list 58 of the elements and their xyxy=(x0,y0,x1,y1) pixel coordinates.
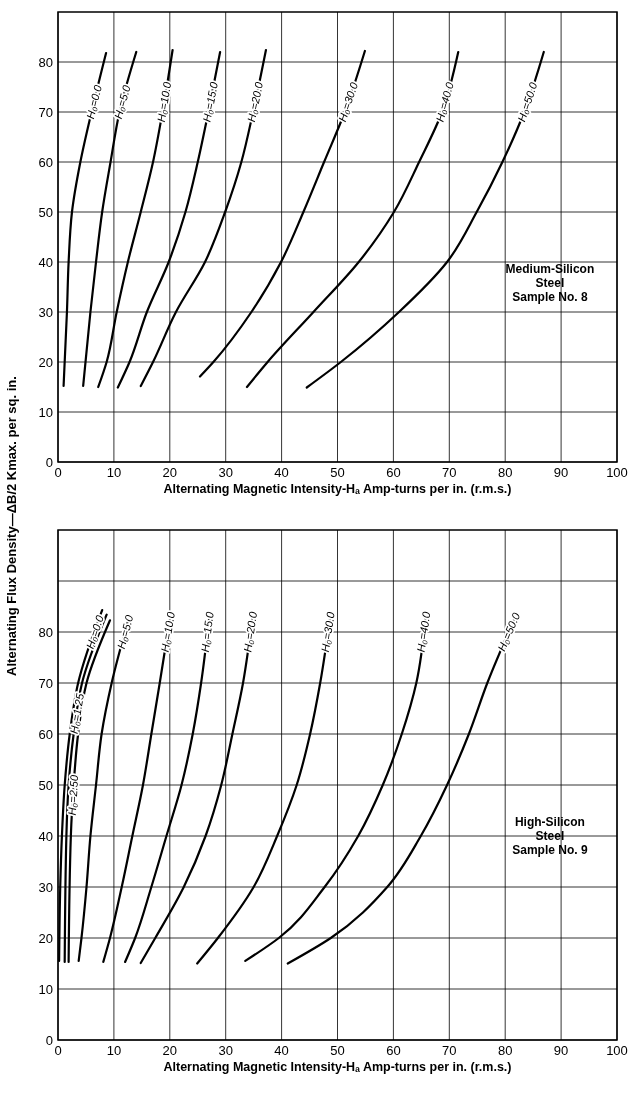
annotation: High-Silicon Steel Sample No. 9 xyxy=(512,814,588,857)
x-tick-label: 60 xyxy=(386,1043,401,1058)
x-tick-label: 50 xyxy=(330,465,345,480)
y-tick-label: 20 xyxy=(38,354,53,370)
y-tick-label: 10 xyxy=(38,981,53,997)
text: H₀=10.0 xyxy=(158,610,177,653)
text: H₀=20.0 xyxy=(245,80,266,123)
y-tick-label: 40 xyxy=(38,828,53,844)
x-tick-label: 90 xyxy=(553,1043,569,1058)
x-tick-label: 30 xyxy=(218,465,233,480)
x-tick-label: 100 xyxy=(606,1043,628,1058)
x-tick-label: 10 xyxy=(106,1043,122,1058)
y-tick-label: 10 xyxy=(38,404,53,420)
y-tick-label: 50 xyxy=(38,777,53,793)
text: H₀=2.50 xyxy=(65,773,81,816)
y-axis-title: Alternating Flux Density—ΔB/2 Kmax. per sq. in. xyxy=(4,376,19,676)
x-tick-label: 90 xyxy=(553,465,569,480)
text: H₀=0.0 xyxy=(83,83,104,121)
y-tick-label: 70 xyxy=(38,104,53,120)
x-tick-label: 80 xyxy=(497,1043,513,1058)
x-tick-label: 20 xyxy=(162,465,178,480)
y-tick-label: 80 xyxy=(38,624,53,640)
y-tick-label: 60 xyxy=(38,726,53,742)
y-tick-label: 30 xyxy=(38,304,53,320)
x-tick-label: 70 xyxy=(442,465,457,480)
x-axis-title: Alternating Magnetic Intensity-Hₐ Amp-turns per in. (r.m.s.) xyxy=(163,1060,512,1074)
y-tick-label: 0 xyxy=(45,1032,53,1048)
x-tick-label: 60 xyxy=(386,465,401,480)
text: H₀=5.0 xyxy=(114,613,136,651)
text: H₀=10.0 xyxy=(154,80,174,123)
x-tick-label: 50 xyxy=(330,1043,345,1058)
text: H₀=40.0 xyxy=(433,80,456,124)
text: H₀=5.0 xyxy=(111,82,133,121)
y-tick-label: 40 xyxy=(38,254,53,270)
text: H₀=1.25 xyxy=(67,691,87,735)
y-tick-label: 0 xyxy=(45,454,53,470)
x-tick-label: 70 xyxy=(442,1043,457,1058)
text: H₀=30.0 xyxy=(318,610,337,653)
text: H₀=40.0 xyxy=(414,610,433,653)
y-tick-label: 60 xyxy=(38,154,53,170)
y-tick-label: 80 xyxy=(38,54,53,70)
y-tick-label: 30 xyxy=(38,879,53,895)
x-tick-label: 10 xyxy=(106,465,122,480)
x-axis-title: Alternating Magnetic Intensity-Hₐ Amp-turns per in. (r.m.s.) xyxy=(163,482,512,496)
x-tick-label: 20 xyxy=(162,1043,178,1058)
y-tick-label: 70 xyxy=(38,675,53,691)
x-tick-label: 40 xyxy=(274,465,289,480)
y-tick-label: 20 xyxy=(38,930,53,946)
y-tick-label: 50 xyxy=(38,204,53,220)
x-tick-label: 80 xyxy=(497,465,513,480)
text: H₀=15.0 xyxy=(200,80,221,123)
text: H₀=20.0 xyxy=(241,610,260,653)
text: H₀=15.0 xyxy=(198,610,216,653)
x-tick-label: 30 xyxy=(218,1043,233,1058)
x-tick-label: 40 xyxy=(274,1043,289,1058)
text: H₀=0.0 xyxy=(83,612,107,651)
annotation: Medium-Silicon Steel Sample No. 8 xyxy=(505,262,595,304)
x-tick-label: 100 xyxy=(606,465,628,480)
